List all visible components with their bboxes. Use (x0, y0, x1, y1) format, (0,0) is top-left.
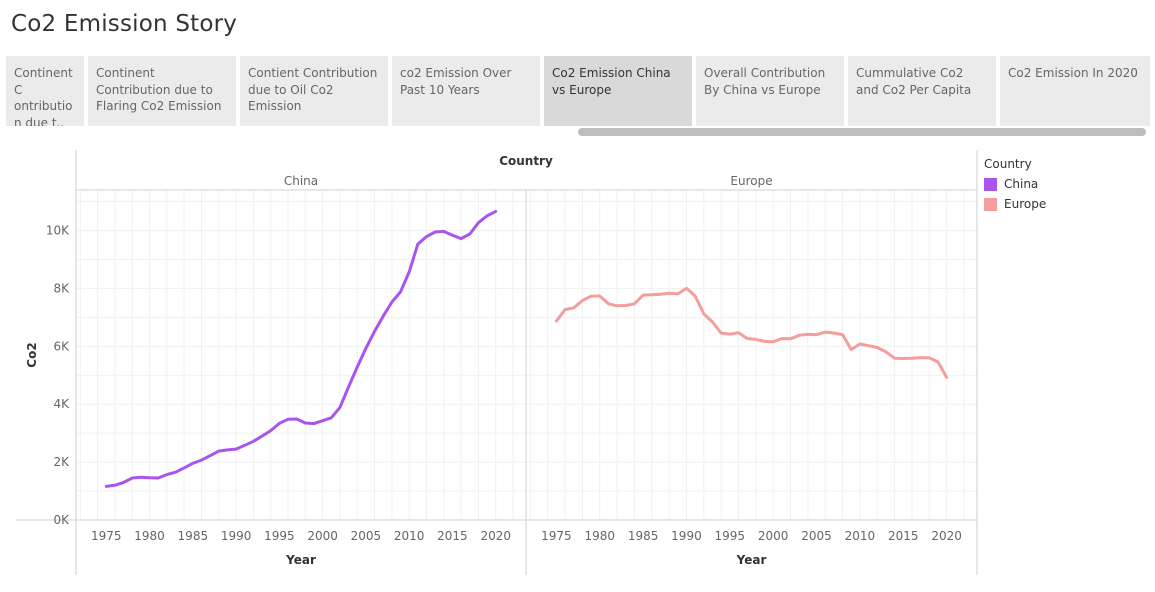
x-tick-label: 1990 (221, 529, 252, 543)
series-line-china (104, 209, 498, 488)
x-axis-label: Year (285, 553, 316, 567)
story-title: Co2 Emission Story (11, 11, 238, 37)
y-tick-label: 4K (53, 397, 70, 411)
story-point-label: Continent C ontribution due t.. (14, 66, 73, 126)
x-tick-label: 1980 (584, 529, 615, 543)
x-tick-label: 1995 (715, 529, 746, 543)
y-tick-label: 6K (53, 339, 70, 353)
x-tick-label: 1985 (178, 529, 209, 543)
x-tick-label: 1990 (671, 529, 702, 543)
story-point-5[interactable]: Co2 Emission China vs Europe (544, 56, 692, 126)
story-point-3[interactable]: Contient Contribution due to Oil Co2 Emi… (240, 56, 388, 126)
x-tick-label: 1995 (264, 529, 295, 543)
panel-header-europe: Europe (730, 174, 772, 188)
legend-label-europe: Europe (1004, 197, 1047, 211)
x-tick-label: 2000 (307, 529, 338, 543)
legend-item-europe[interactable]: Europe (984, 194, 1046, 214)
x-tick-label: 1975 (541, 529, 572, 543)
story-point-label: Co2 Emission In 2020 (1008, 66, 1138, 80)
x-axis-label: Year (736, 553, 767, 567)
y-tick-label: 8K (53, 281, 70, 295)
column-header: Country (499, 154, 553, 168)
story-point-label: Cummulative Co2 and Co2 Per Capita (856, 66, 972, 97)
y-tick-label: 10K (46, 224, 70, 238)
story-point-label: Co2 Emission China vs Europe (552, 66, 671, 97)
x-tick-label: 2020 (480, 529, 511, 543)
x-tick-label: 2005 (351, 529, 382, 543)
x-tick-label: 1985 (628, 529, 659, 543)
legend-swatch-europe (984, 197, 997, 211)
series-line-europe (554, 286, 949, 379)
x-tick-label: 1975 (91, 529, 122, 543)
x-tick-label: 1980 (134, 529, 165, 543)
x-tick-label: 2020 (931, 529, 962, 543)
x-tick-label: 2000 (758, 529, 789, 543)
story-point-6[interactable]: Overall Contribution By China vs Europe (696, 56, 844, 126)
story-point-7[interactable]: Cummulative Co2 and Co2 Per Capita (848, 56, 996, 126)
x-tick-label: 2010 (845, 529, 876, 543)
color-legend: Country China Europe (984, 157, 1046, 214)
panel-header-china: China (284, 174, 318, 188)
story-scrollbar[interactable] (578, 128, 1146, 136)
y-tick-label: 2K (53, 455, 70, 469)
x-tick-label: 2010 (394, 529, 425, 543)
y-axis-label: Co2 (25, 342, 39, 367)
legend-swatch-china (984, 177, 997, 191)
story-point-8[interactable]: Co2 Emission In 2020 (1000, 56, 1150, 126)
story-point-label: Overall Contribution By China vs Europe (704, 66, 826, 97)
legend-item-china[interactable]: China (984, 174, 1046, 194)
story-point-2[interactable]: Continent Contribution due to Flaring Co… (88, 56, 236, 126)
story-navigator: Continent C ontribution due t.. Continen… (6, 56, 1150, 126)
x-tick-label: 2015 (437, 529, 468, 543)
y-tick-label: 0K (53, 513, 70, 527)
story-point-label: Continent Contribution due to Flaring Co… (96, 66, 222, 113)
story-point-label: Contient Contribution due to Oil Co2 Emi… (248, 66, 378, 113)
legend-label-china: China (1004, 177, 1039, 191)
legend-title: Country (984, 157, 1032, 171)
x-tick-label: 2005 (801, 529, 832, 543)
story-point-1[interactable]: Continent C ontribution due t.. (6, 56, 84, 126)
story-point-4[interactable]: co2 Emission Over Past 10 Years (392, 56, 540, 126)
x-tick-label: 2015 (888, 529, 919, 543)
story-point-label: co2 Emission Over Past 10 Years (400, 66, 512, 97)
